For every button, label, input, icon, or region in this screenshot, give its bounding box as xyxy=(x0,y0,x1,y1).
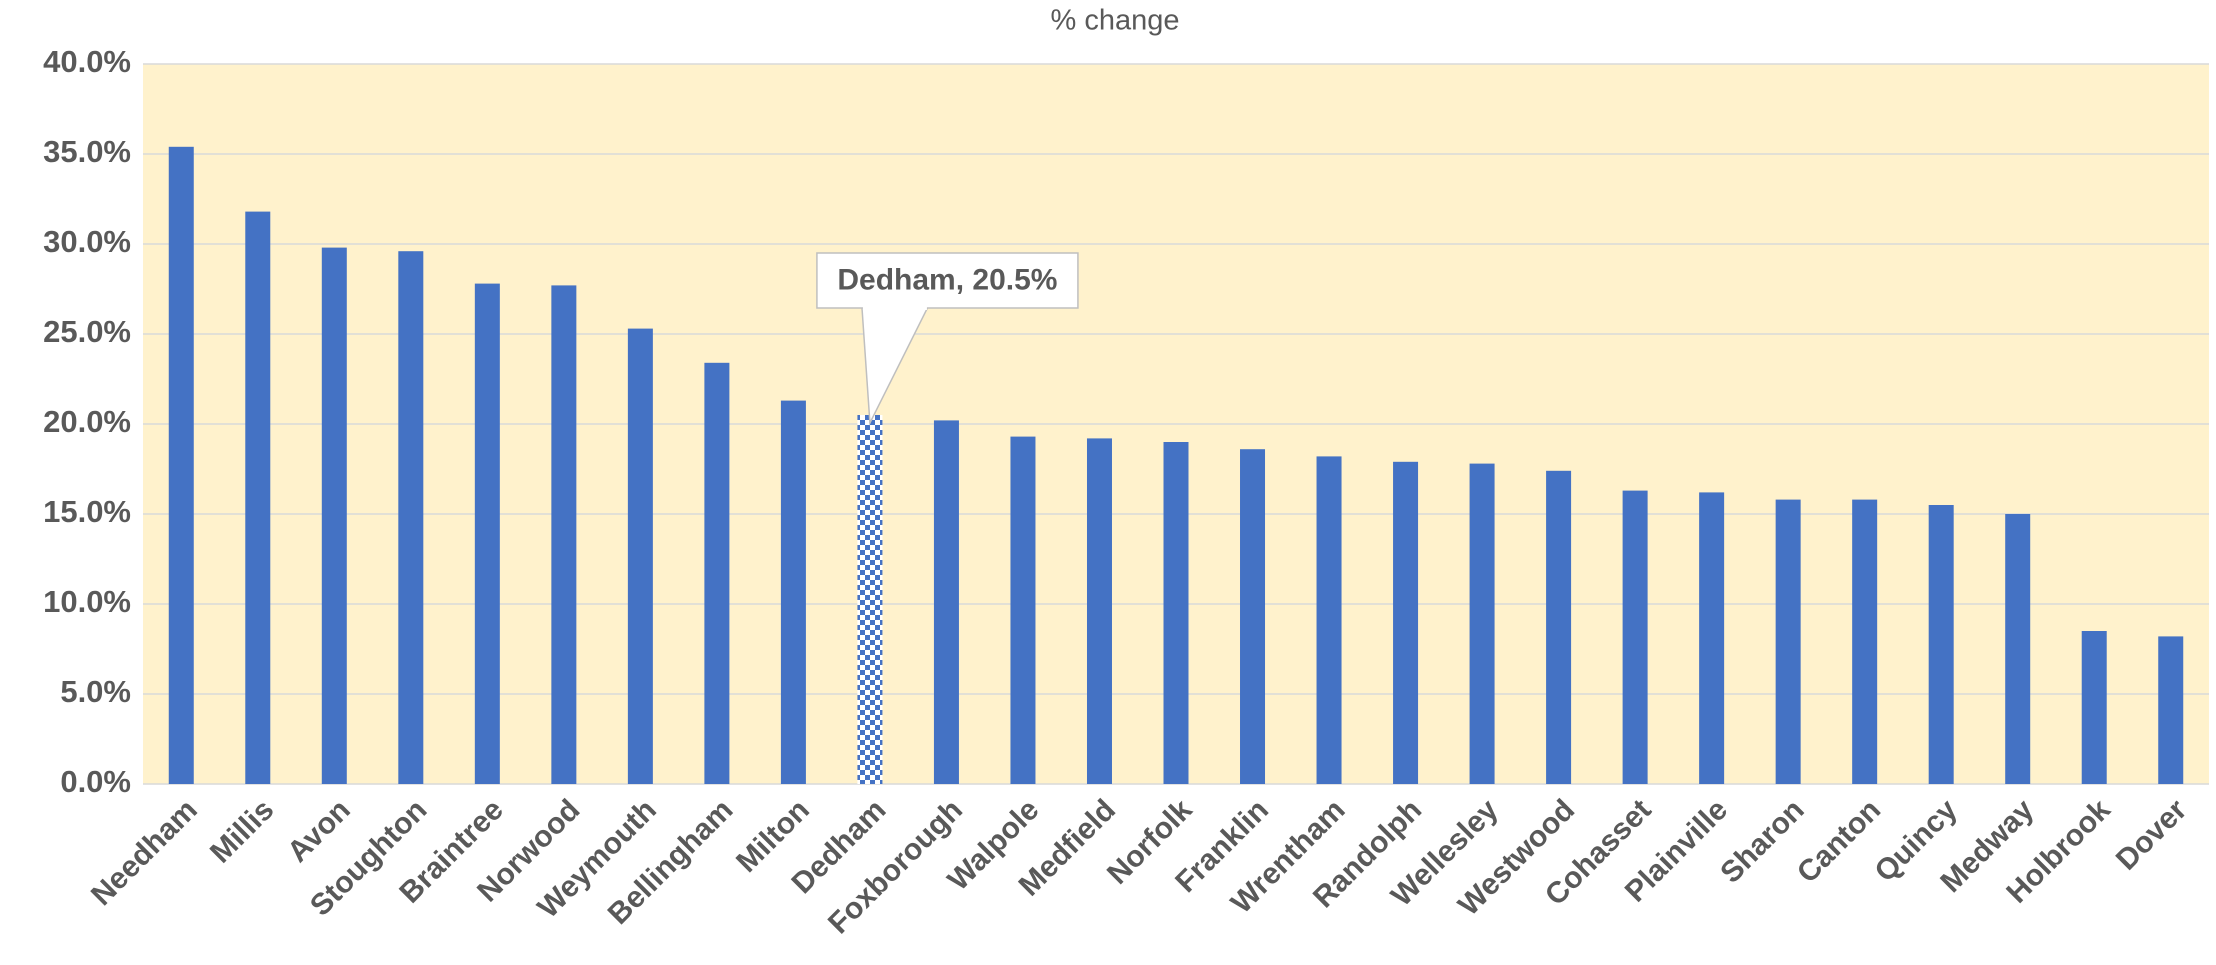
bar xyxy=(704,362,730,784)
y-tick-label: 40.0% xyxy=(43,44,131,79)
bar xyxy=(627,328,653,784)
bar xyxy=(474,283,500,784)
y-tick-label: 30.0% xyxy=(43,224,131,259)
bar xyxy=(1393,461,1419,784)
bar xyxy=(168,146,194,785)
y-tick-label: 15.0% xyxy=(43,494,131,529)
bar xyxy=(398,251,424,784)
bar xyxy=(2158,636,2184,784)
bar xyxy=(1316,456,1342,784)
x-tick-label: Millis xyxy=(204,793,280,869)
y-tick-label: 35.0% xyxy=(43,134,131,169)
bar xyxy=(1240,449,1266,784)
bar xyxy=(1775,499,1801,784)
x-tick-label: Dover xyxy=(2110,793,2194,877)
bar xyxy=(1546,470,1572,784)
bar xyxy=(933,420,959,784)
y-tick-label: 5.0% xyxy=(60,674,131,709)
y-tick-label: 25.0% xyxy=(43,314,131,349)
callout-cover xyxy=(862,306,927,310)
bar xyxy=(1163,442,1189,784)
bar xyxy=(1010,436,1036,784)
x-tick-label: Needham xyxy=(85,793,204,912)
data-label: Dedham, 20.5% xyxy=(837,263,1057,296)
bar xyxy=(1086,438,1112,784)
x-tick-label: Canton xyxy=(1791,793,1887,889)
y-tick-label: 10.0% xyxy=(43,584,131,619)
y-tick-label: 20.0% xyxy=(43,404,131,439)
x-tick-label: Sharon xyxy=(1714,793,1810,889)
bar xyxy=(2005,514,2031,784)
y-tick-label: 0.0% xyxy=(60,764,131,799)
callout-box xyxy=(816,252,1079,309)
bar xyxy=(1699,492,1725,784)
bar xyxy=(1469,463,1495,784)
bar xyxy=(1622,490,1648,784)
bar xyxy=(857,415,883,784)
bar xyxy=(1928,505,1954,784)
bar xyxy=(780,400,806,784)
bar xyxy=(245,211,271,785)
bar xyxy=(1852,499,1878,784)
bar xyxy=(551,285,577,784)
bar xyxy=(321,247,347,785)
chart-title: % change xyxy=(1051,5,1180,37)
x-tick-label: Foxborough xyxy=(822,793,969,940)
bar xyxy=(2081,631,2107,784)
